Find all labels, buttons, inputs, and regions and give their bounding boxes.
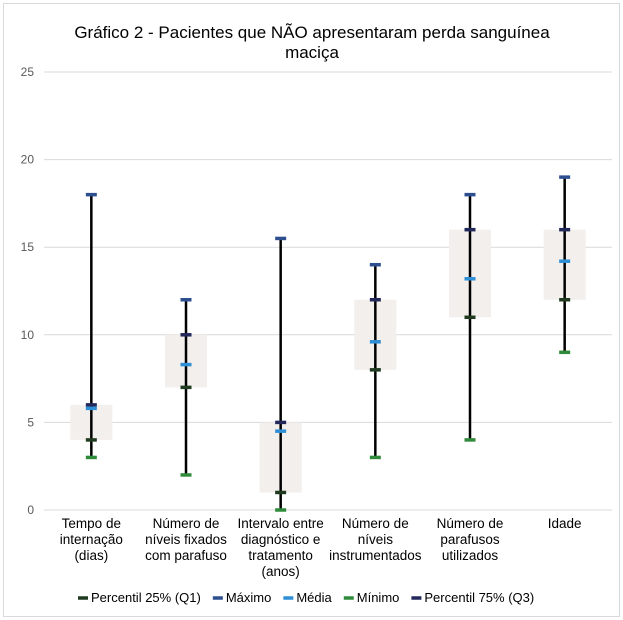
category-label-1-line-2: com parafuso xyxy=(145,548,227,563)
category-label-5-line-0: Idade xyxy=(548,516,582,531)
legend-item-mean: Média xyxy=(283,590,333,605)
category-label-3-line-2: instrumentados xyxy=(329,548,422,563)
gridlines xyxy=(44,71,612,511)
legend-label-max: Máximo xyxy=(226,590,272,605)
y-axis-ticks: 0 5 10 15 20 25 xyxy=(21,65,35,517)
box-group-0 xyxy=(70,192,113,460)
box-group-2 xyxy=(259,236,302,512)
legend: Percentil 25% (Q1) Máximo Média Mínimo Perce… xyxy=(78,590,534,605)
category-label-4-line-1: parafusos xyxy=(440,532,500,547)
y-tick-label-25: 25 xyxy=(21,65,35,79)
category-label-3-line-0: Número de xyxy=(342,516,409,531)
legend-label-q3: Percentil 75% (Q3) xyxy=(424,590,534,605)
y-tick-label-5: 5 xyxy=(27,415,34,429)
legend-item-q1: Percentil 25% (Q1) xyxy=(78,590,201,605)
y-tick-label-20: 20 xyxy=(21,153,35,167)
category-label-2-line-3: (anos) xyxy=(262,564,300,579)
category-label-3-line-1: níveis xyxy=(358,532,394,547)
category-label-2-line-0: Intervalo entre xyxy=(238,516,324,531)
category-label-0-line-0: Tempo de xyxy=(62,516,121,531)
chart-title-line-1: Gráfico 2 - Pacientes que NÃO apresentar… xyxy=(74,23,550,42)
category-label-1-line-1: níveis fixados xyxy=(145,532,227,547)
chart-title-line-2: maciça xyxy=(285,43,339,62)
box-group-3 xyxy=(354,262,397,460)
legend-item-q3: Percentil 75% (Q3) xyxy=(411,590,534,605)
box-group-1 xyxy=(165,298,207,477)
box-group-4 xyxy=(449,192,491,442)
category-label-2-line-1: diagnóstico e xyxy=(241,532,321,547)
chart-frame: Gráfico 2 - Pacientes que NÃO apresentar… xyxy=(3,3,620,617)
legend-item-max: Máximo xyxy=(212,590,272,605)
legend-label-mean: Média xyxy=(296,590,332,605)
legend-item-min: Mínimo xyxy=(343,590,400,605)
y-tick-label-15: 15 xyxy=(21,240,35,254)
category-label-2-line-2: tratamento xyxy=(248,548,313,563)
legend-label-q1: Percentil 25% (Q1) xyxy=(91,590,201,605)
y-tick-label-0: 0 xyxy=(27,503,34,517)
box-group-5 xyxy=(543,175,586,355)
category-label-4-line-0: Número de xyxy=(437,516,504,531)
category-label-0-line-2: (dias) xyxy=(74,548,108,563)
category-label-4-line-2: utilizados xyxy=(442,548,499,563)
boxes xyxy=(70,175,586,512)
category-label-1-line-0: Número de xyxy=(153,516,220,531)
box-plot-chart: Gráfico 2 - Pacientes que NÃO apresentar… xyxy=(21,23,612,605)
category-label-0-line-1: internação xyxy=(60,532,123,547)
legend-label-min: Mínimo xyxy=(357,590,400,605)
y-tick-label-10: 10 xyxy=(21,328,35,342)
